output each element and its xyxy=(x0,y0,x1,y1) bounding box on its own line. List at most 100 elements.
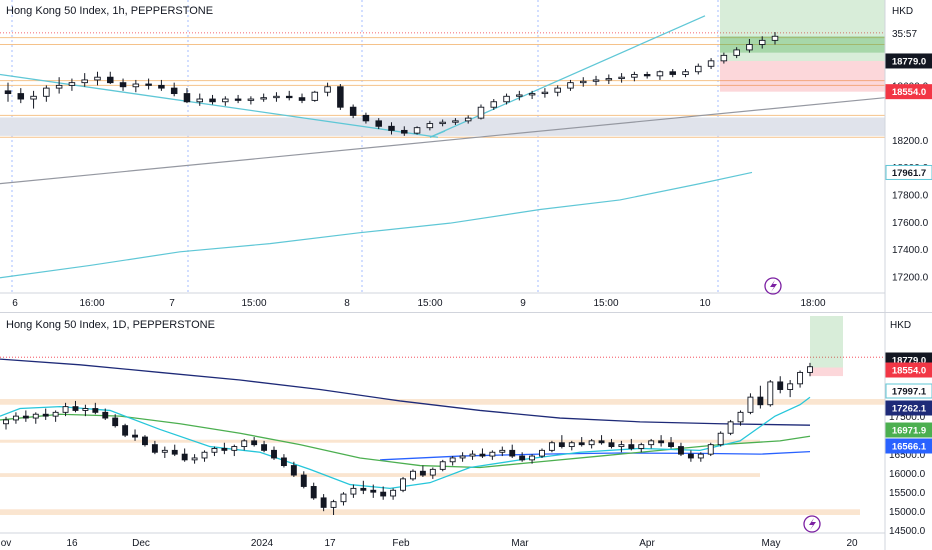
candle-body xyxy=(241,440,248,448)
hourly-candle xyxy=(311,90,319,102)
candle-body xyxy=(298,97,306,101)
candle-body xyxy=(350,487,357,495)
bottom-x-tick: 17 xyxy=(324,538,336,549)
candle-body xyxy=(119,82,127,88)
bottom-lightning-icon[interactable] xyxy=(803,515,821,533)
daily-candle xyxy=(668,437,674,449)
take-profit-zone xyxy=(810,316,843,368)
daily-candle xyxy=(112,414,119,428)
price-tag-box xyxy=(885,84,932,100)
candle-body xyxy=(43,87,50,97)
candle-body xyxy=(107,76,114,84)
hourly-candle xyxy=(464,115,472,124)
top-lightning-icon[interactable] xyxy=(764,277,782,295)
bottom-x-tick: Feb xyxy=(392,538,410,549)
daily-candle xyxy=(767,380,774,407)
hourly-candle xyxy=(656,70,664,80)
price-tag-box xyxy=(885,164,932,180)
daily-candle xyxy=(707,442,714,457)
stop-loss-zone xyxy=(810,367,843,377)
top-price-tag: 18554.0 xyxy=(885,84,932,100)
candle-body xyxy=(439,121,446,125)
bottom-price-tag: 18554.0 xyxy=(885,362,932,378)
candle-body xyxy=(648,440,655,446)
hourly-candle xyxy=(132,79,140,93)
candle-body xyxy=(777,381,784,390)
top-x-tick: 7 xyxy=(169,298,175,309)
hourly-candle xyxy=(285,90,293,101)
candle-body xyxy=(285,95,293,99)
daily-candle xyxy=(132,429,138,441)
candle-body xyxy=(273,95,280,99)
candle-body xyxy=(32,413,39,419)
daily-candle xyxy=(588,438,595,449)
candle-body xyxy=(211,448,218,453)
top-y-tick: 17200.0 xyxy=(892,272,929,283)
candle-body xyxy=(697,453,704,459)
candle-body xyxy=(370,489,377,493)
candle-body xyxy=(592,79,600,82)
candle-body xyxy=(568,442,575,448)
daily-candle xyxy=(231,444,238,457)
daily-candle xyxy=(658,435,665,447)
bottom-currency-label[interactable]: HKD xyxy=(890,320,911,331)
price-tag-label: 16566.1 xyxy=(892,442,927,453)
hourly-candle xyxy=(643,71,651,79)
candle-body xyxy=(727,421,734,434)
resistance-zone xyxy=(0,399,885,405)
candle-body xyxy=(92,408,99,413)
hourly-candle xyxy=(733,47,740,59)
hourly-chart[interactable]: 18000.017800.017600.017400.017200.018200… xyxy=(0,0,932,312)
candle-body xyxy=(349,106,357,116)
candle-body xyxy=(4,90,12,95)
hourly-candle xyxy=(17,88,25,104)
candle-body xyxy=(247,98,255,101)
top-x-tick: 16:00 xyxy=(79,298,104,309)
candle-body xyxy=(320,497,327,508)
top-currency-label[interactable]: HKD xyxy=(892,6,913,17)
candle-body xyxy=(280,457,287,467)
candle-body xyxy=(380,491,387,497)
top-x-tick: 15:00 xyxy=(593,298,618,309)
candle-body xyxy=(539,449,545,457)
candle-body xyxy=(608,442,615,448)
daily-candle xyxy=(400,476,406,493)
candle-body xyxy=(209,98,216,103)
candle-body xyxy=(618,444,625,448)
candle-body xyxy=(758,39,766,45)
candle-body xyxy=(419,470,426,476)
candle-body xyxy=(30,95,37,100)
candle-body xyxy=(807,366,813,373)
price-tag-box xyxy=(885,400,932,416)
hourly-candle xyxy=(94,71,101,86)
candle-body xyxy=(464,117,472,122)
candle-body xyxy=(340,493,347,503)
daily-chart[interactable]: 17500.0 16500.0 16000.0 15500.0 15000.0 14500… xyxy=(0,312,932,550)
daily-candle xyxy=(22,410,29,422)
candle-body xyxy=(567,82,574,89)
candle-body xyxy=(94,76,101,81)
candle-body xyxy=(68,82,76,86)
candle-body xyxy=(401,129,408,134)
candle-body xyxy=(261,444,268,451)
hourly-candle xyxy=(107,71,114,85)
daily-candle xyxy=(429,467,436,479)
candle-body xyxy=(757,396,764,406)
hourly-candle xyxy=(541,88,549,98)
candle-body xyxy=(631,74,638,78)
candle-body xyxy=(132,83,140,88)
candle-body xyxy=(605,78,613,81)
hourly-candle xyxy=(746,39,753,53)
daily-candle xyxy=(678,442,684,457)
daily-candle xyxy=(251,437,258,447)
daily-candle xyxy=(509,444,516,458)
candle-body xyxy=(529,455,536,461)
hourly-candle xyxy=(196,93,203,106)
hourly-candle xyxy=(771,32,779,45)
candle-body xyxy=(509,449,516,457)
bottom-x-tick: 2024 xyxy=(251,538,274,549)
candle-body xyxy=(707,444,714,455)
daily-candle xyxy=(410,469,416,481)
ma-50-line xyxy=(0,413,811,469)
